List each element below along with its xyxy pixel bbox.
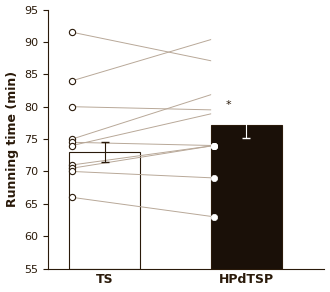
Bar (69, 152, 140, 269)
Y-axis label: Running time (min): Running time (min) (6, 71, 18, 207)
Bar (211, 125, 282, 269)
Text: *: * (225, 100, 231, 110)
